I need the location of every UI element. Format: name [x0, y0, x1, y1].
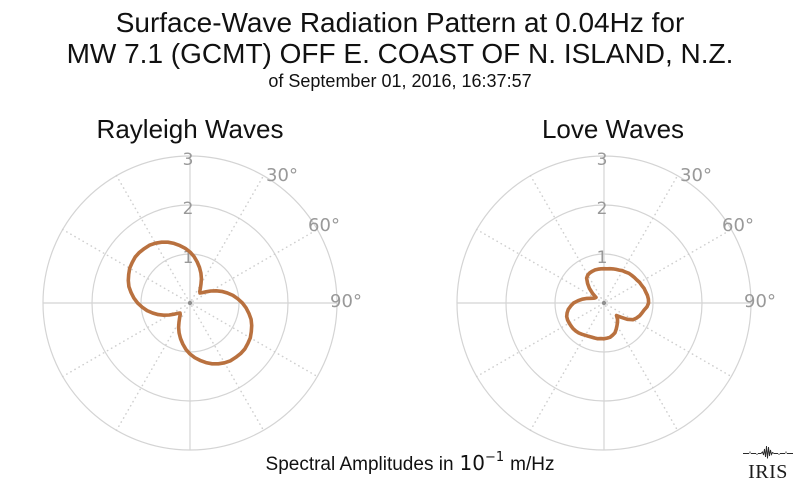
angle-tick-label: 60°: [308, 215, 340, 236]
figure-title-line2: MW 7.1 (GCMT) OFF E. COAST OF N. ISLAND,…: [66, 38, 734, 69]
center-dot: [601, 300, 607, 306]
angle-tick-label: 90°: [744, 291, 776, 312]
figure-caption: Spectral Amplitudes in 10−1 m/Hz: [265, 450, 555, 476]
angle-grid-dotted-line: [61, 228, 319, 378]
radiation-pattern-curve: [564, 266, 651, 341]
figure-subtitle: of September 01, 2016, 16:37:57: [268, 71, 532, 91]
rayleigh-plot-title: Rayleigh Waves: [96, 114, 284, 144]
iris-logo-text: IRIS: [748, 461, 788, 483]
radial-tick-label: 3: [597, 150, 608, 170]
angle-grid-dotted-line: [115, 174, 265, 432]
iris-seismogram-icon: [743, 445, 793, 459]
radial-tick-label: 3: [183, 150, 194, 170]
angle-grid-dotted-line: [529, 174, 679, 432]
center-dot: [187, 300, 193, 306]
caption-suffix: m/Hz: [510, 454, 555, 475]
angle-tick-label: 30°: [680, 165, 712, 186]
angle-grid-dotted-line: [115, 174, 265, 432]
love-polar-plot: 1 2 3 30° 60° 90°: [456, 150, 776, 451]
angle-grid-dotted-line: [529, 174, 679, 432]
caption-base: 10: [459, 451, 485, 475]
iris-logo: IRIS: [742, 445, 794, 482]
caption-amplitude-scale: 10−1: [459, 450, 505, 475]
angle-grid-dotted-line: [475, 228, 733, 378]
radial-tick-label: 1: [183, 248, 194, 268]
figure-header: Surface-Wave Radiation Pattern at 0.04Hz…: [0, 7, 800, 92]
radial-tick-label: 2: [597, 199, 608, 219]
angle-tick-label: 90°: [330, 291, 362, 312]
angle-grid-dotted-line: [61, 228, 319, 378]
angle-grid-dotted-line: [475, 228, 733, 378]
radial-tick-label: 2: [183, 199, 194, 219]
caption-exponent: −1: [484, 450, 505, 466]
radial-tick-label: 1: [597, 248, 608, 268]
angle-tick-label: 60°: [722, 215, 754, 236]
caption-prefix: Spectral Amplitudes in: [265, 454, 454, 475]
angle-tick-label: 30°: [266, 165, 298, 186]
rayleigh-polar-plot: 1 2 3 30° 60° 90°: [42, 150, 362, 451]
love-plot-title: Love Waves: [541, 114, 685, 144]
radiation-pattern-curve: [126, 240, 254, 366]
figure-title-line1: Surface-Wave Radiation Pattern at 0.04Hz…: [115, 7, 685, 38]
